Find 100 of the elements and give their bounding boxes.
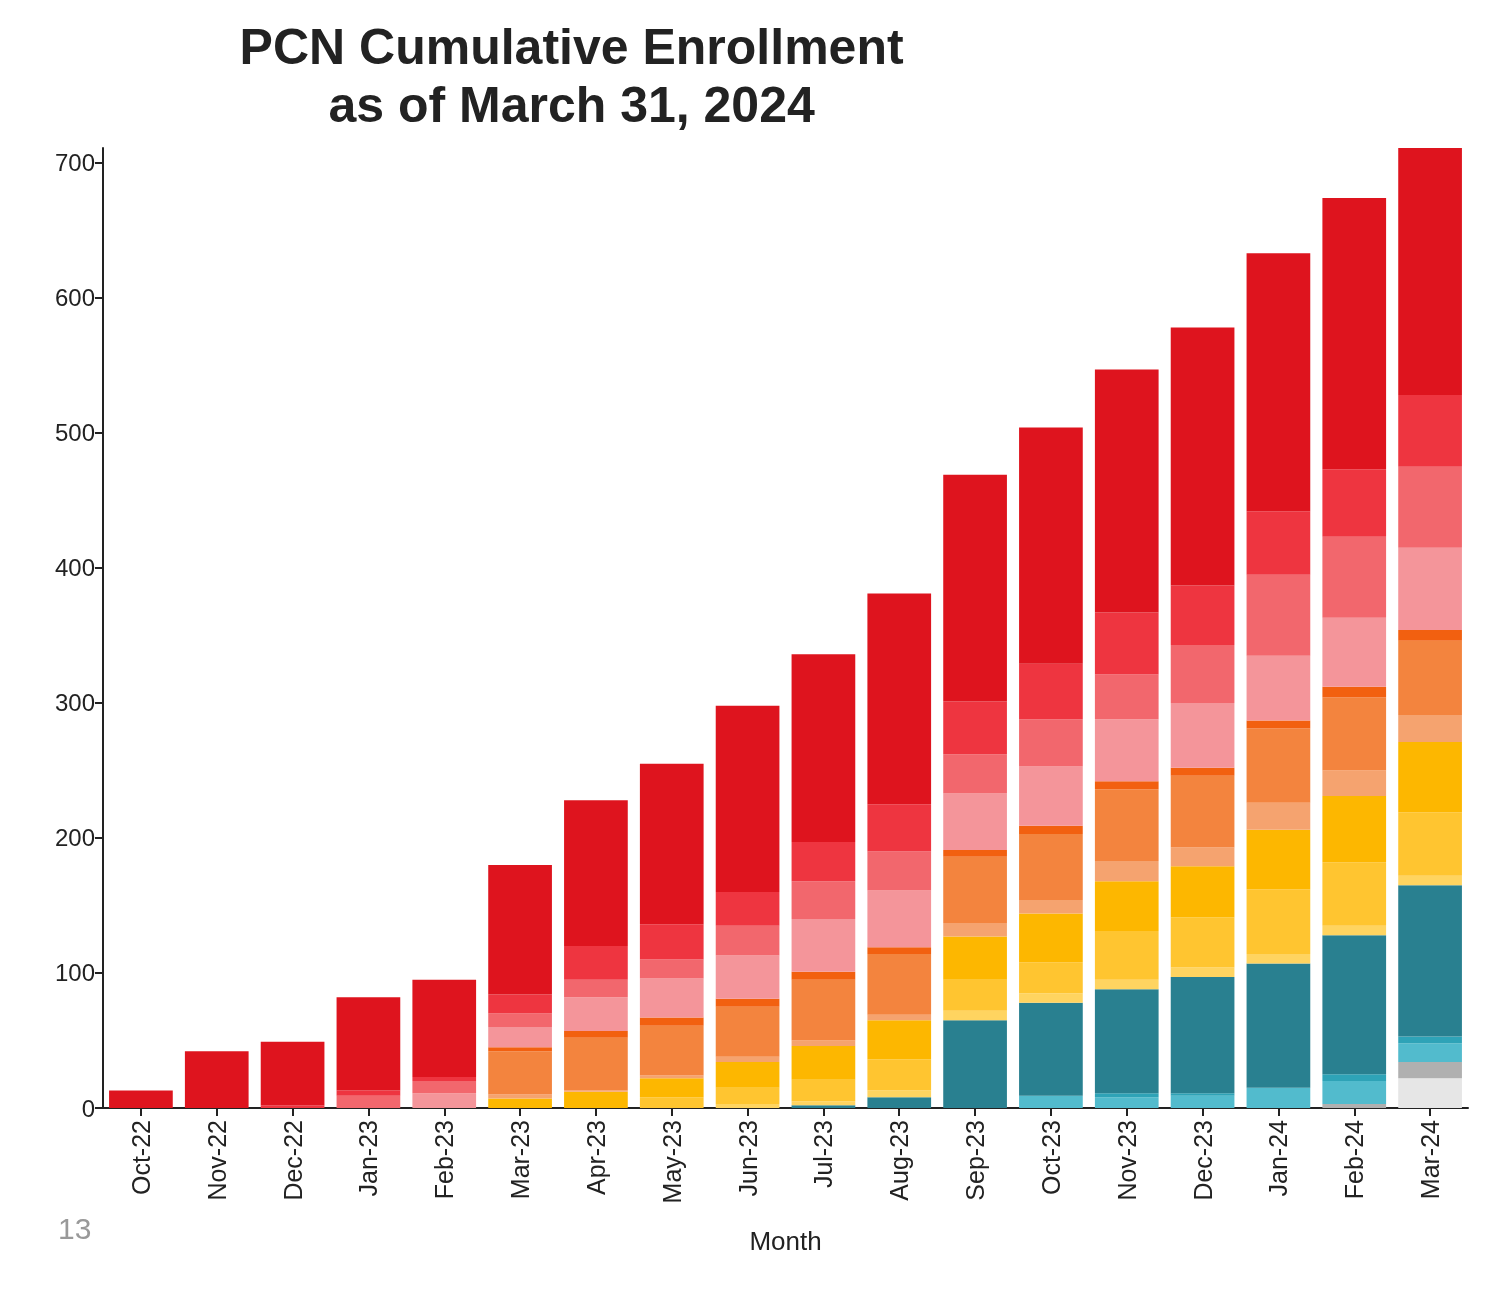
x-tick-label: Dec-23 [1188, 1120, 1217, 1201]
bar [791, 971, 856, 980]
bar [1170, 977, 1235, 1094]
bar [1246, 1087, 1311, 1108]
bar [488, 994, 552, 1014]
bar [1246, 728, 1311, 803]
bar [184, 1051, 249, 1108]
bar [488, 1013, 552, 1027]
bar [715, 955, 780, 999]
bar [867, 593, 932, 805]
bar [1322, 925, 1387, 936]
bar [1170, 702, 1235, 768]
bar [1170, 917, 1235, 968]
bar [1398, 148, 1462, 396]
bar [1398, 742, 1462, 813]
bar [639, 1078, 704, 1098]
bar [791, 979, 856, 1041]
bar [1246, 655, 1311, 721]
y-tick-label: 700 [54, 149, 95, 177]
bar [1398, 466, 1462, 548]
bar [564, 1031, 628, 1038]
x-tick-label: Jun-23 [733, 1120, 762, 1197]
bar [943, 856, 1007, 924]
x-tick-label: Jan-23 [354, 1120, 383, 1197]
bar [488, 1051, 552, 1095]
bar [1170, 866, 1235, 918]
bar [791, 881, 856, 919]
bar [488, 1047, 552, 1052]
x-axis-title: Month [749, 1226, 822, 1256]
bar [260, 1041, 325, 1106]
bar [943, 1010, 1007, 1021]
bar [564, 1091, 628, 1108]
bar [412, 1076, 477, 1081]
bar [1094, 781, 1159, 790]
x-tick-label: Oct-22 [126, 1120, 155, 1196]
bar [715, 1056, 780, 1063]
y-tick-label: 600 [54, 284, 95, 312]
bar [791, 842, 856, 882]
bar [639, 924, 704, 960]
bar [943, 793, 1007, 851]
y-tick-label: 200 [54, 824, 95, 852]
text: 13 [58, 1211, 92, 1245]
bar [1019, 663, 1083, 720]
bar [1246, 829, 1311, 890]
bar [564, 1037, 628, 1091]
bar [1246, 954, 1311, 964]
bar [867, 1090, 932, 1098]
x-tick-label: Jul-23 [809, 1120, 838, 1189]
bar [1019, 900, 1083, 914]
bar [715, 705, 780, 892]
x-tick-label: Jan-24 [1264, 1119, 1293, 1197]
bar [1019, 1002, 1083, 1096]
bar [1094, 789, 1159, 861]
bar [791, 1045, 856, 1080]
bar [564, 997, 628, 1032]
bar [943, 936, 1007, 980]
bar [260, 1105, 325, 1108]
bar [943, 701, 1007, 755]
bar [639, 1017, 704, 1026]
x-tick-label: Feb-23 [430, 1120, 459, 1200]
bar [1322, 197, 1387, 470]
x-tick-label: Feb-24 [1340, 1119, 1369, 1200]
bar [943, 850, 1007, 857]
bar [564, 945, 628, 980]
bar [1322, 1074, 1387, 1081]
bar [639, 978, 704, 1018]
bar [1246, 720, 1311, 729]
bar [1094, 860, 1159, 882]
bar [867, 890, 932, 948]
bar [1322, 796, 1387, 863]
bar [336, 997, 401, 1091]
bar [943, 979, 1007, 1011]
bar [336, 1090, 401, 1096]
bar [867, 947, 932, 955]
bar [791, 1101, 856, 1106]
bar [1246, 963, 1311, 1088]
bar [1322, 1081, 1387, 1104]
x-tick-label: Mar-24 [1416, 1119, 1445, 1200]
bar [1019, 993, 1083, 1003]
bar [943, 1020, 1007, 1108]
bar [1322, 770, 1387, 797]
bar [336, 1095, 401, 1108]
bar [1094, 881, 1159, 932]
bar [1398, 630, 1462, 641]
bar [1246, 511, 1311, 575]
y-tick-label: 0 [81, 1094, 95, 1122]
bar [1019, 1095, 1083, 1108]
bar [1094, 979, 1159, 990]
x-tick-label: Aug-23 [885, 1120, 914, 1201]
x-tick-label: Dec-22 [278, 1120, 307, 1201]
bar [1322, 536, 1387, 618]
bar [1398, 1078, 1462, 1108]
bar [1170, 1095, 1235, 1108]
bar [1019, 833, 1083, 901]
y-tick-label: 100 [54, 959, 95, 987]
bar [109, 1090, 173, 1108]
bar [867, 1014, 932, 1021]
bar [1094, 719, 1159, 782]
bar [867, 1097, 932, 1108]
bar [715, 1087, 780, 1104]
